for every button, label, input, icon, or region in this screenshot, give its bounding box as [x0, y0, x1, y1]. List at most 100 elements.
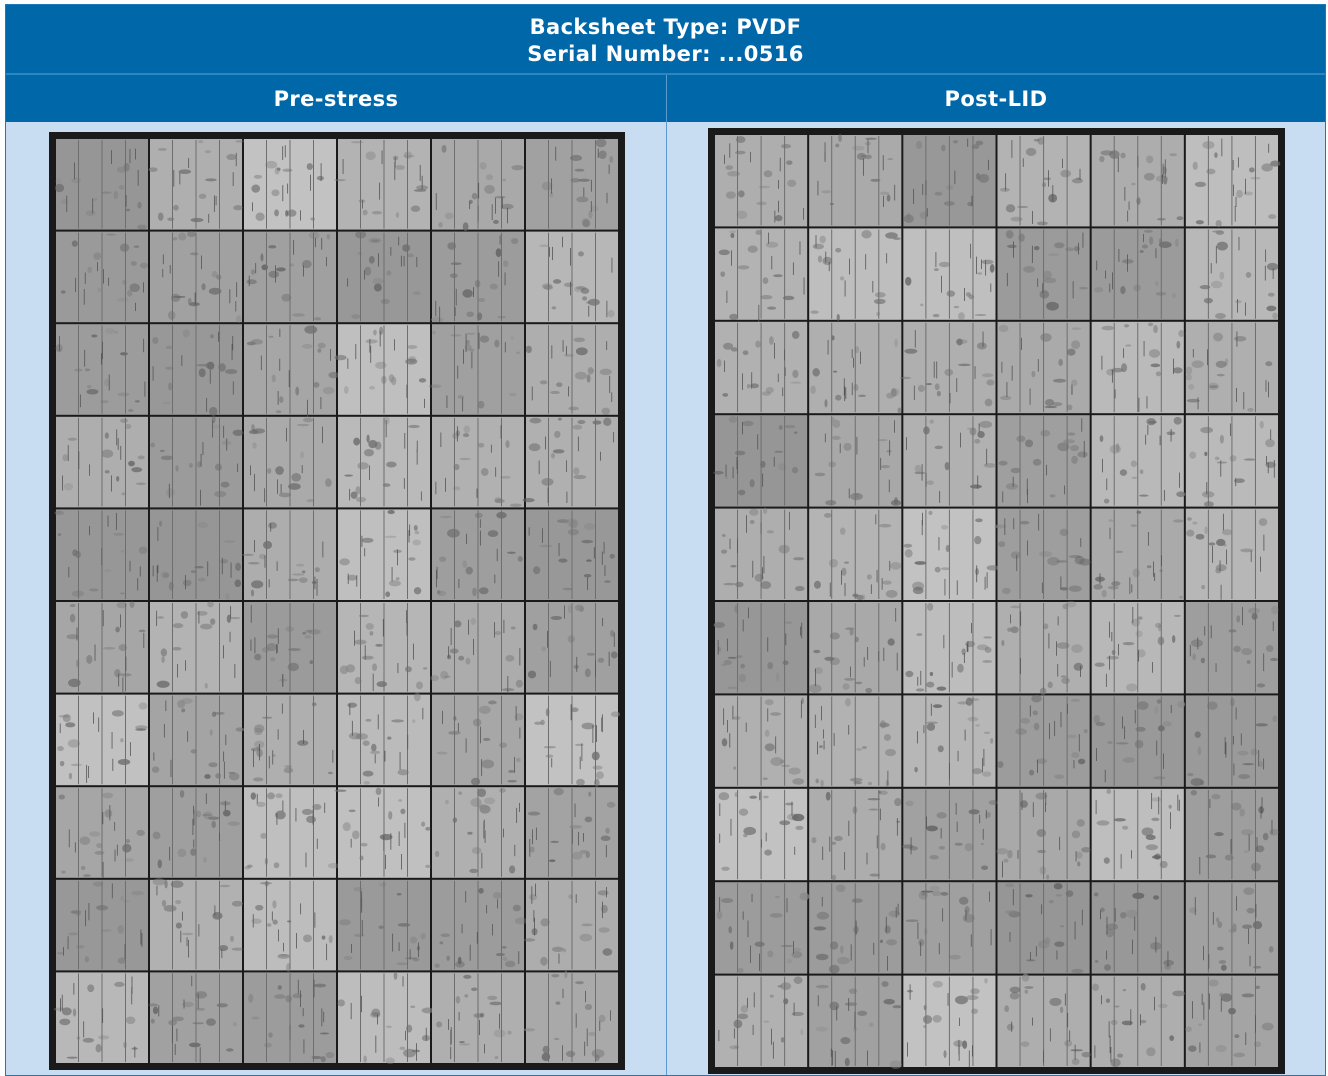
- solar-cell: [54, 509, 148, 600]
- solar-cell: [1091, 415, 1186, 507]
- solar-cell: [244, 324, 340, 418]
- solar-cell: [526, 694, 621, 787]
- solar-cell: [244, 972, 336, 1063]
- solar-cell: [809, 133, 902, 227]
- solar-cell: [713, 602, 808, 694]
- solar-cell: [150, 601, 242, 693]
- solar-cell: [899, 321, 996, 414]
- solar-cell: [244, 694, 336, 786]
- solar-cell: [334, 787, 431, 878]
- solar-cell: [1185, 788, 1279, 881]
- pre-stress-el-image: [49, 132, 625, 1070]
- solar-cell: [1185, 321, 1278, 414]
- solar-cell: [244, 416, 336, 508]
- solar-cell: [526, 787, 618, 878]
- solar-cell: [809, 882, 902, 974]
- table-title: Backsheet Type: PVDF Serial Number: ...0…: [6, 5, 1325, 75]
- solar-cell: [148, 139, 245, 230]
- solar-cell: [809, 695, 902, 788]
- solar-cell: [1091, 882, 1184, 974]
- solar-cell: [1185, 882, 1278, 974]
- solar-cell: [997, 415, 1090, 507]
- solar-cell: [809, 228, 902, 321]
- solar-cell: [997, 882, 1090, 974]
- solar-cell: [432, 694, 524, 786]
- solar-cell: [522, 416, 618, 508]
- column-divider: [666, 75, 667, 1075]
- solar-cell: [1185, 135, 1281, 228]
- solar-cell: [997, 321, 1090, 414]
- solar-cell: [715, 788, 808, 881]
- solar-cell: [1185, 975, 1278, 1067]
- solar-cell: [338, 509, 430, 600]
- post-lid-el-image: [708, 128, 1285, 1074]
- solar-cell: [997, 600, 1090, 696]
- column-header-post-lid: Post-LID: [944, 87, 1048, 111]
- solar-cell: [334, 324, 430, 415]
- solar-cell: [903, 228, 996, 321]
- column-header-row: Pre-stress Post-LID: [6, 75, 1325, 122]
- solar-cell: [242, 509, 336, 600]
- solar-cell: [429, 602, 524, 694]
- solar-cell: [997, 228, 1090, 320]
- solar-cell: [56, 416, 148, 508]
- solar-cell: [1185, 228, 1279, 320]
- solar-cell: [523, 879, 618, 971]
- solar-cell: [809, 788, 902, 881]
- solar-cell: [903, 135, 996, 227]
- solar-cell: [338, 879, 430, 971]
- solar-cell: [715, 135, 808, 227]
- solar-cell: [715, 321, 808, 414]
- solar-cell: [1091, 975, 1186, 1068]
- solar-cell: [1185, 415, 1278, 508]
- solar-cell: [54, 139, 148, 230]
- solar-cell: [715, 507, 808, 600]
- solar-cell: [244, 787, 340, 878]
- solar-cell: [997, 973, 1092, 1067]
- serial-number-label: Serial Number: ...0516: [527, 42, 804, 66]
- solar-cell: [1185, 508, 1278, 600]
- solar-cell: [1091, 508, 1184, 600]
- solar-cell: [338, 416, 430, 508]
- solar-cell: [903, 602, 996, 694]
- solar-cell: [903, 975, 996, 1068]
- solar-cell: [1091, 228, 1184, 320]
- solar-cell: [338, 602, 430, 693]
- solar-cell: [337, 971, 434, 1065]
- solar-cell: [244, 879, 336, 972]
- solar-cell: [150, 787, 242, 878]
- solar-cell: [997, 694, 1090, 787]
- solar-cell: [996, 788, 1091, 881]
- solar-cell: [338, 692, 430, 786]
- solar-cell: [526, 231, 618, 323]
- solar-cell: [526, 138, 618, 230]
- solar-cell: [1091, 695, 1186, 787]
- solar-cell: [150, 509, 242, 600]
- solar-cell: [523, 970, 618, 1063]
- solar-cell: [432, 139, 524, 232]
- solar-cell: [809, 415, 902, 507]
- backsheet-type-label: Backsheet Type: PVDF: [529, 15, 802, 39]
- solar-cell: [432, 416, 524, 508]
- solar-cell: [715, 882, 810, 974]
- solar-cell: [808, 602, 902, 694]
- solar-cell: [903, 882, 996, 974]
- column-header-pre-stress: Pre-stress: [273, 87, 399, 111]
- solar-cell: [432, 879, 528, 971]
- solar-cell: [903, 508, 999, 600]
- solar-cell: [244, 139, 336, 230]
- solar-cell: [432, 972, 524, 1063]
- solar-cell: [715, 975, 808, 1067]
- solar-cell: [526, 602, 618, 693]
- solar-cell: [903, 415, 997, 507]
- solar-cell: [902, 788, 998, 881]
- solar-cell: [1091, 602, 1184, 694]
- solar-cell: [712, 415, 808, 507]
- solar-cell: [244, 231, 336, 323]
- solar-cell: [526, 509, 618, 600]
- solar-cell: [150, 231, 242, 323]
- solar-cell: [1091, 135, 1184, 227]
- solar-cell: [56, 879, 148, 971]
- solar-cell: [432, 509, 524, 600]
- comparison-table: Backsheet Type: PVDF Serial Number: ...0…: [5, 4, 1326, 1076]
